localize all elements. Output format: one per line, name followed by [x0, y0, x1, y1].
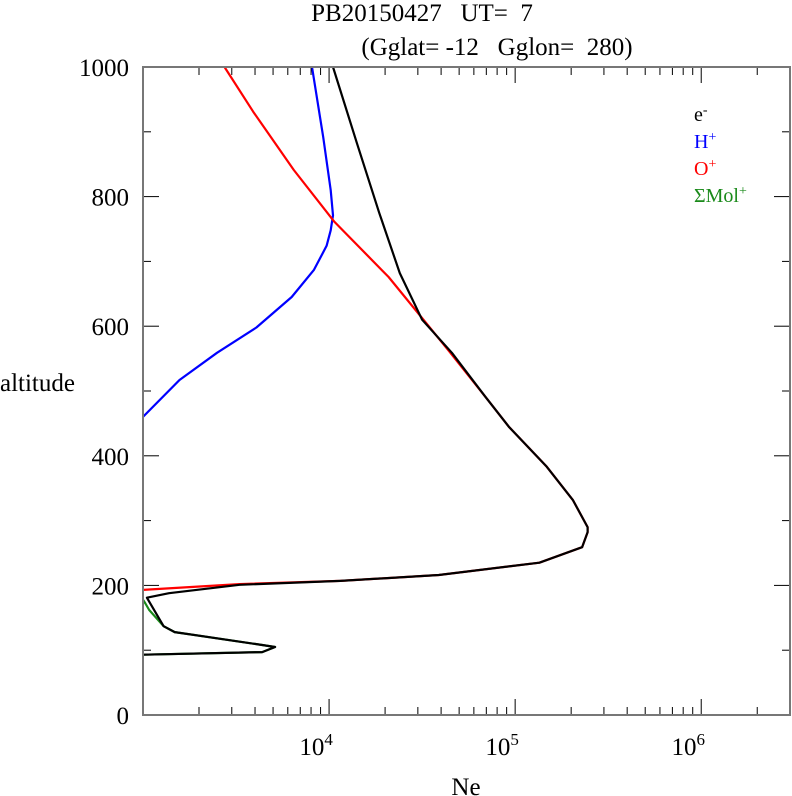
legend-label: H — [694, 131, 708, 153]
plot-frame — [142, 66, 791, 716]
x-tick-label: 106 — [671, 730, 705, 761]
y-tick-label: 800 — [92, 185, 130, 212]
chart-title-line1: PB20150427 UT= 7 — [311, 0, 533, 27]
series-line-o-plus — [142, 66, 589, 591]
y-tick-label: 600 — [92, 314, 130, 341]
x-tick-label-base: 10 — [671, 734, 696, 761]
legend-label: e — [694, 104, 703, 126]
x-tick-label-base: 10 — [485, 734, 510, 761]
series-line-electron — [142, 66, 589, 656]
legend-item-sum-mol-plus: ΣMol+ — [694, 184, 747, 207]
y-tick-label: 400 — [92, 444, 130, 471]
x-tick-label: 105 — [485, 730, 519, 761]
legend-label: ΣMol — [694, 185, 739, 207]
legend: e-H+O+ΣMol+ — [694, 103, 747, 207]
x-tick-label-base: 10 — [299, 734, 324, 761]
x-tick-labels: 104 105 106 — [299, 730, 705, 761]
legend-item-electron: e- — [694, 103, 708, 126]
ticks-layer — [143, 67, 790, 715]
legend-label: O — [694, 158, 708, 180]
y-tick-label: 200 — [92, 573, 130, 600]
series-line-h-plus — [142, 66, 335, 418]
chart-title-line2: (Gglat= -12 Gglon= 280) — [361, 34, 632, 61]
legend-item-h-plus: H+ — [694, 130, 716, 153]
legend-label-sup: + — [708, 130, 716, 145]
x-axis-label: Ne — [451, 774, 480, 796]
y-axis-label: altitude — [0, 370, 75, 397]
series-line-sum-mol-plus — [142, 599, 277, 656]
y-tick-label: 1000 — [79, 55, 129, 82]
legend-label-sup: - — [703, 103, 708, 118]
x-tick-label-exponent: 6 — [696, 730, 705, 749]
y-tick-label: 0 — [117, 703, 130, 730]
x-tick-label-exponent: 4 — [324, 730, 333, 749]
legend-label-sup: + — [739, 184, 747, 199]
x-tick-label: 104 — [299, 730, 333, 761]
legend-item-o-plus: O+ — [694, 157, 716, 180]
legend-label-sup: + — [708, 157, 716, 172]
y-tick-labels: 0 200 400 600 800 1000 — [79, 55, 129, 730]
x-tick-label-exponent: 5 — [510, 730, 519, 749]
series-layer — [142, 66, 589, 656]
